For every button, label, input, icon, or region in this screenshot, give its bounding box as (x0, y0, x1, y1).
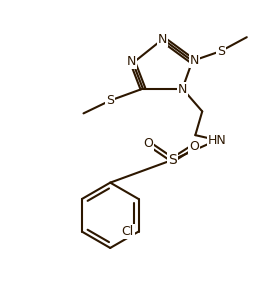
Text: N: N (178, 83, 187, 96)
Text: HN: HN (208, 134, 226, 147)
Text: O: O (143, 136, 153, 150)
Text: S: S (106, 94, 114, 107)
Text: N: N (158, 33, 167, 46)
Text: N: N (126, 55, 136, 69)
Text: O: O (189, 139, 199, 153)
Text: Cl: Cl (121, 225, 134, 238)
Text: S: S (168, 153, 177, 167)
Text: N: N (190, 55, 199, 67)
Text: N: N (158, 33, 167, 46)
Text: S: S (217, 44, 225, 58)
